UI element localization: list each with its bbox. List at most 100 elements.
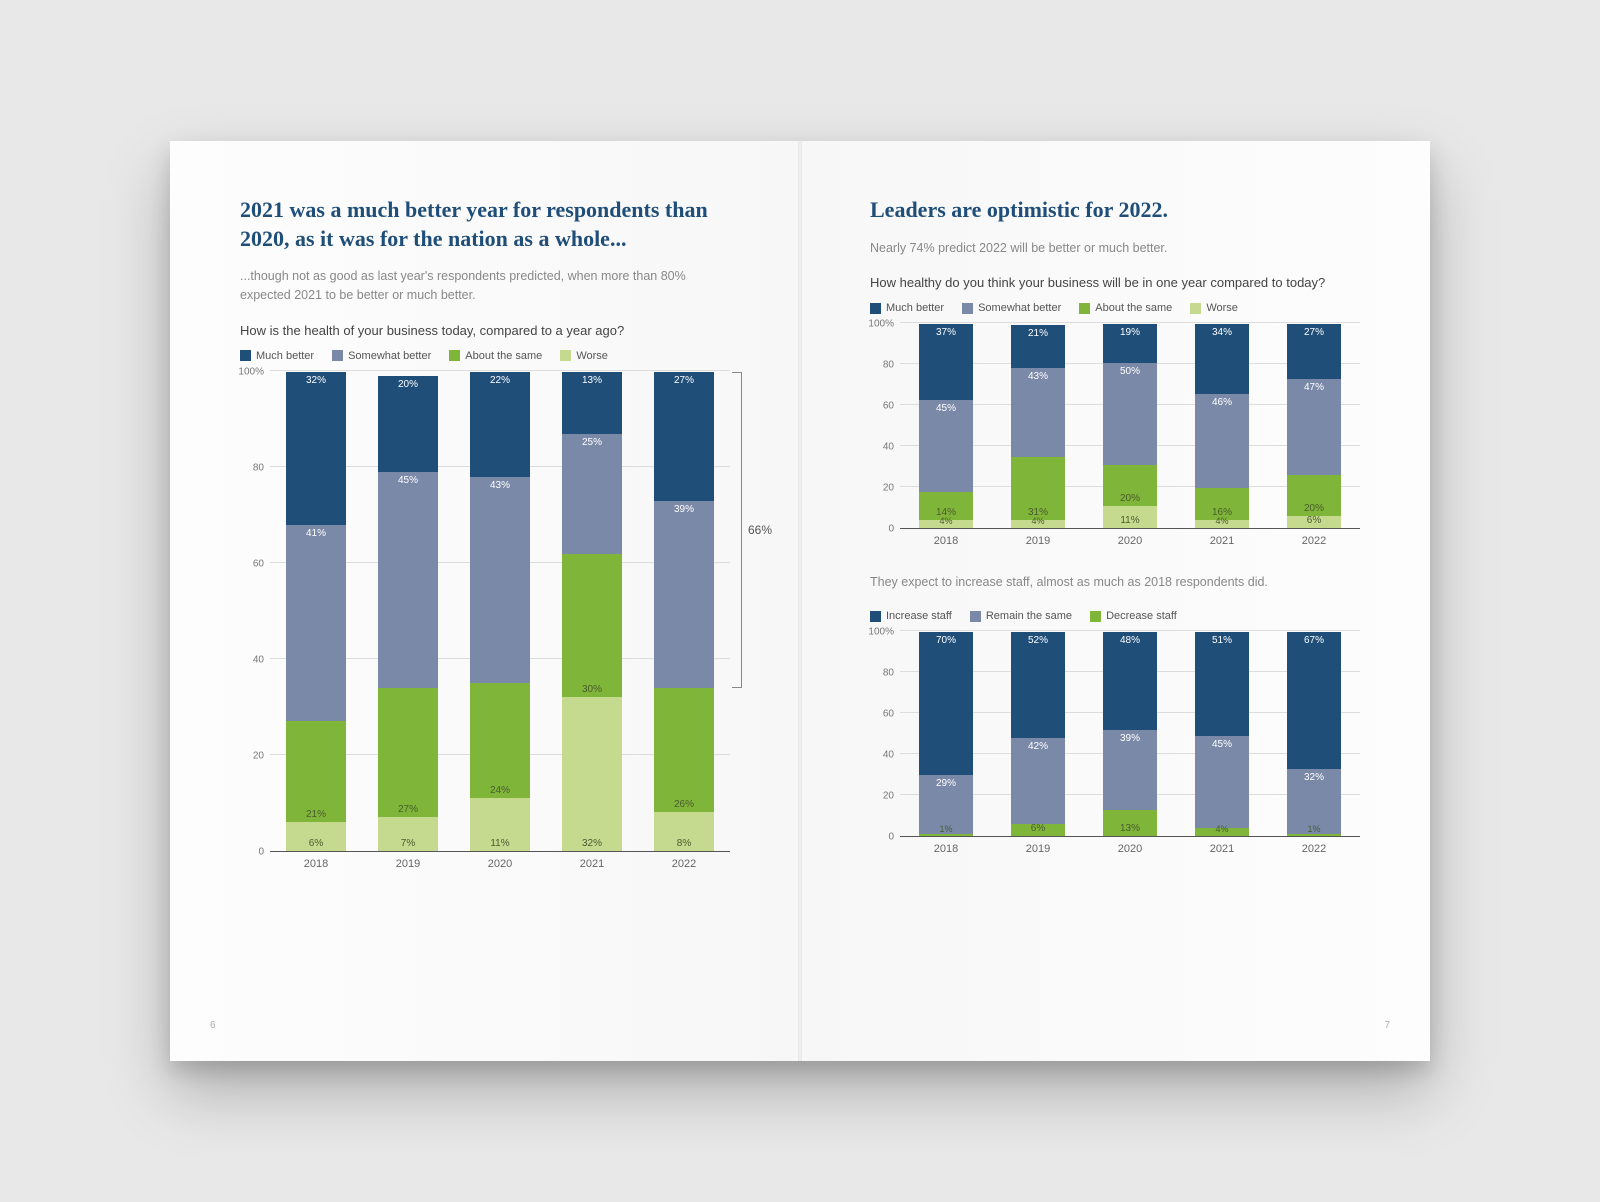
bar-segment: 41% xyxy=(286,525,346,721)
bar-segment: 70% xyxy=(919,632,973,775)
chart-annotation: 66% xyxy=(732,372,772,689)
bar-segment: 20% xyxy=(1287,475,1341,516)
bar-segment: 42% xyxy=(1011,738,1065,824)
legend-item: Somewhat better xyxy=(962,302,1061,314)
report-spread: 2021 was a much better year for responde… xyxy=(170,141,1430,1061)
bar-value-label: 6% xyxy=(309,838,323,849)
bar-segment: 21% xyxy=(1011,325,1065,368)
right-question1: How healthy do you think your business w… xyxy=(870,275,1360,290)
bar-segment: 6% xyxy=(286,822,346,851)
bar-segment: 20% xyxy=(1103,465,1157,506)
legend-swatch xyxy=(1079,303,1090,314)
x-axis-label: 2022 xyxy=(1302,843,1326,855)
right-chart2: 020406080100%70%29%1%52%42%6%48%39%13%51… xyxy=(870,632,1360,855)
bar-value-label: 7% xyxy=(401,838,415,849)
bar-value-label: 46% xyxy=(1212,397,1232,408)
bar-segment: 43% xyxy=(1011,368,1065,456)
bar-value-label: 67% xyxy=(1304,635,1324,646)
bar-segment: 8% xyxy=(654,812,714,850)
bar-segment: 27% xyxy=(1287,324,1341,379)
x-axis-label: 2020 xyxy=(488,858,512,870)
legend-item: Worse xyxy=(560,350,608,362)
left-chart: 020406080100%32%41%21%6%20%45%27%7%22%43… xyxy=(240,372,730,870)
bar-value-label: 21% xyxy=(306,809,326,820)
bar-value-label: 4% xyxy=(1031,516,1044,526)
x-axis-label: 2021 xyxy=(1210,535,1234,547)
legend-label: Decrease staff xyxy=(1106,610,1177,622)
bar-value-label: 42% xyxy=(1028,741,1048,752)
bar-segment: 47% xyxy=(1287,379,1341,475)
legend-item: About the same xyxy=(1079,302,1172,314)
x-axis-label: 2022 xyxy=(1302,535,1326,547)
legend-swatch xyxy=(870,611,881,622)
bar-value-label: 32% xyxy=(582,838,602,849)
bar-segment: 46% xyxy=(1195,394,1249,488)
bar-segment: 32% xyxy=(562,697,622,850)
bar-segment: 31% xyxy=(1011,457,1065,521)
bar-column: 32% 41% 21% 6% xyxy=(286,372,346,851)
bar-column: 13%25%30%32% xyxy=(562,372,622,851)
bar-segment: 34% xyxy=(1195,324,1249,393)
bar-value-label: 43% xyxy=(1028,371,1048,382)
legend-label: About the same xyxy=(1095,302,1172,314)
bar-value-label: 6% xyxy=(1307,515,1321,526)
bar-segment: 37% xyxy=(919,324,973,399)
bar-segment: 51% xyxy=(1195,632,1249,736)
bar-value-label: 32% xyxy=(306,375,326,386)
bar-column: 70% 29% 1% xyxy=(919,632,973,836)
legend-swatch xyxy=(1090,611,1101,622)
bar-value-label: 51% xyxy=(1212,635,1232,646)
bar-column: 21% 43% 31%4% xyxy=(1011,324,1065,528)
bar-segment: 43% xyxy=(470,477,530,683)
bar-value-label: 45% xyxy=(398,475,418,486)
bar-segment: 52% xyxy=(1011,632,1065,738)
bar-value-label: 1% xyxy=(939,824,952,834)
bar-segment: 13% xyxy=(1103,810,1157,837)
legend-label: Somewhat better xyxy=(348,350,431,362)
annotation-label: 66% xyxy=(748,523,772,537)
bar-value-label: 70% xyxy=(936,635,956,646)
bar-segment: 67% xyxy=(1287,632,1341,769)
bar-segment: 16% xyxy=(1195,488,1249,521)
x-axis-label: 2018 xyxy=(934,535,958,547)
bar-value-label: 39% xyxy=(674,504,694,515)
bar-value-label: 8% xyxy=(677,838,691,849)
left-legend: Much betterSomewhat betterAbout the same… xyxy=(240,350,730,362)
legend-item: Much better xyxy=(240,350,314,362)
legend-swatch xyxy=(560,350,571,361)
right-legend1: Much betterSomewhat betterAbout the same… xyxy=(870,302,1360,314)
bar-value-label: 50% xyxy=(1120,366,1140,377)
bar-column: 19%50%20%11% xyxy=(1103,324,1157,528)
legend-swatch xyxy=(962,303,973,314)
bar-column: 37%45%14%4% xyxy=(919,324,973,528)
bar-value-label: 20% xyxy=(398,379,418,390)
bar-value-label: 37% xyxy=(936,327,956,338)
right-subtext: Nearly 74% predict 2022 will be better o… xyxy=(870,239,1360,258)
bar-value-label: 48% xyxy=(1120,635,1140,646)
bar-value-label: 27% xyxy=(674,375,694,386)
bar-value-label: 11% xyxy=(490,838,509,849)
bar-segment: 48% xyxy=(1103,632,1157,730)
bar-value-label: 20% xyxy=(1120,493,1140,504)
legend-label: Remain the same xyxy=(986,610,1072,622)
bar-value-label: 52% xyxy=(1028,635,1048,646)
bar-value-label: 21% xyxy=(1028,328,1048,339)
bar-segment: 25% xyxy=(562,434,622,554)
bar-column: 27% 47% 20%6% xyxy=(1287,324,1341,528)
bar-value-label: 43% xyxy=(490,480,510,491)
bar-value-label: 29% xyxy=(936,778,956,789)
bar-value-label: 27% xyxy=(1304,327,1324,338)
legend-swatch xyxy=(1190,303,1201,314)
legend-swatch xyxy=(870,303,881,314)
left-question: How is the health of your business today… xyxy=(240,323,730,338)
bar-segment: 1% xyxy=(1287,834,1341,836)
bar-column: 20% 45% 27% 7% xyxy=(378,372,438,851)
x-axis-label: 2018 xyxy=(934,843,958,855)
legend-label: Worse xyxy=(1206,302,1238,314)
bar-column: 48%39%13% xyxy=(1103,632,1157,836)
bar-value-label: 27% xyxy=(398,804,418,815)
bar-value-label: 47% xyxy=(1304,382,1324,393)
bar-value-label: 19% xyxy=(1120,327,1140,338)
bar-value-label: 22% xyxy=(490,375,510,386)
bar-value-label: 45% xyxy=(936,403,956,414)
